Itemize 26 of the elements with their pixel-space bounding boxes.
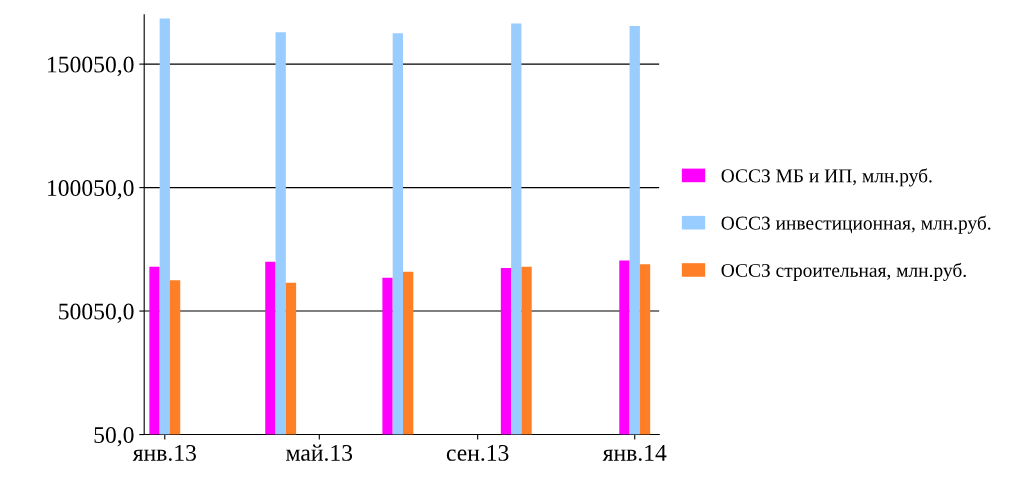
y-tick-label: 50050,0 bbox=[59, 303, 134, 323]
bar bbox=[402, 271, 414, 435]
bar bbox=[521, 266, 532, 435]
bar bbox=[275, 32, 286, 435]
x-tick-label: сен.13 bbox=[446, 445, 509, 461]
bar bbox=[500, 267, 512, 435]
legend-label: ОССЗ строительная, млн.руб. bbox=[721, 262, 966, 281]
bar bbox=[392, 33, 403, 435]
y-tick-label: 50,0 bbox=[94, 427, 134, 447]
bar bbox=[149, 266, 160, 435]
y-tick-label: 100050,0 bbox=[48, 180, 134, 200]
legend-label: ОССЗ инвестиционная, млн.руб. bbox=[721, 215, 991, 234]
x-tick-label: май.13 bbox=[286, 444, 353, 461]
legend-label: ОССЗ МБ и ИП, млн.руб. bbox=[721, 168, 932, 187]
bar bbox=[169, 280, 181, 435]
bar bbox=[382, 277, 393, 435]
x-tick-label: янв.13 bbox=[132, 445, 196, 461]
bar bbox=[511, 23, 522, 435]
bar bbox=[639, 264, 651, 435]
x-tick-label: янв.14 bbox=[602, 445, 667, 461]
bar bbox=[629, 25, 640, 435]
y-tick-label: 150050,0 bbox=[48, 56, 134, 76]
bar bbox=[159, 18, 170, 435]
bar bbox=[285, 282, 297, 435]
bar bbox=[265, 261, 276, 435]
bar bbox=[619, 260, 630, 435]
